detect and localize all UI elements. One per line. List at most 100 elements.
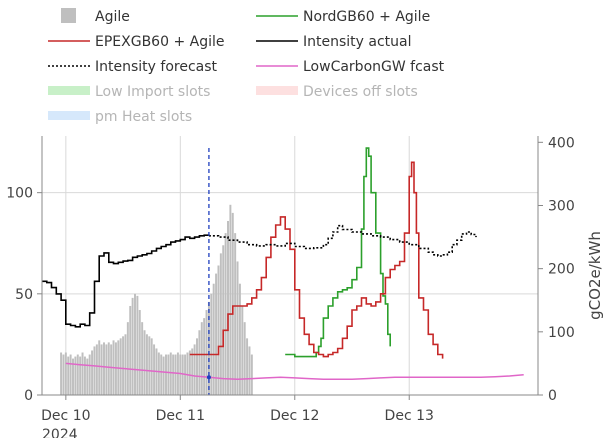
agile-bar xyxy=(81,352,84,395)
now-marker-dot xyxy=(206,375,211,380)
agile-bar xyxy=(76,354,79,395)
agile-bar xyxy=(243,322,246,395)
agile-bar xyxy=(174,354,177,395)
y-right-tick-label: 200 xyxy=(548,262,575,278)
agile-bar xyxy=(217,265,220,395)
series-line-intensity-actual xyxy=(42,234,210,328)
agile-bar xyxy=(215,273,218,395)
agile-bar xyxy=(67,356,70,395)
agile-bar xyxy=(153,344,156,395)
agile-bar xyxy=(143,330,146,395)
agile-bar xyxy=(129,305,132,395)
legend-label: Devices off slots xyxy=(303,84,418,100)
agile-bar xyxy=(136,295,139,395)
agile-bar xyxy=(157,352,160,395)
legend-swatch-bar xyxy=(61,8,76,23)
agile-bar xyxy=(98,340,101,395)
x-tick-label-dec-11: Dec 11 xyxy=(156,408,205,424)
agile-bar xyxy=(105,344,108,395)
agile-bar xyxy=(107,342,110,395)
agile-bar xyxy=(145,334,148,395)
legend-item-lowcarbongw-fcast: LowCarbonGW fcast xyxy=(256,59,445,75)
agile-bar xyxy=(236,261,239,395)
agile-bar xyxy=(229,204,232,395)
agile-bar xyxy=(241,305,244,395)
legend-item-agile: Agile xyxy=(61,8,130,25)
agile-bar xyxy=(186,352,189,395)
agile-bar xyxy=(122,336,125,395)
legend-label: Low Import slots xyxy=(95,84,210,100)
agile-bar xyxy=(165,354,167,395)
agile-bar xyxy=(188,350,191,395)
agile-bar xyxy=(79,356,82,395)
legend-label: Agile xyxy=(95,9,130,25)
agile-bar xyxy=(95,344,98,395)
agile-bar xyxy=(169,352,172,395)
agile-bar xyxy=(62,354,65,395)
legend-item-intensity-actual: Intensity actual xyxy=(256,34,412,50)
agile-bar xyxy=(222,245,225,395)
series-line-intensity-forecast xyxy=(208,224,477,257)
agile-bar xyxy=(219,253,222,395)
plot-area: 0 50 100 0 100 200 300 400 gCO2e/kWh Dec 10 2024 De… xyxy=(6,135,604,438)
agile-bar xyxy=(138,310,141,395)
agile-bar xyxy=(210,293,213,395)
agile-bar xyxy=(179,354,182,395)
agile-bar xyxy=(205,310,208,395)
legend-label: EPEXGB60 + Agile xyxy=(95,34,224,50)
legend-label: LowCarbonGW fcast xyxy=(303,59,445,75)
legend-item-intensity-forecast: Intensity forecast xyxy=(48,59,218,75)
agile-bar xyxy=(88,354,91,395)
agile-bar xyxy=(93,346,96,395)
legend-item-devices-off-slots: Devices off slots xyxy=(256,84,418,100)
agile-bar xyxy=(200,322,203,395)
agile-bar xyxy=(231,212,234,395)
agile-bar xyxy=(141,322,144,395)
legend-swatch-band xyxy=(48,86,90,95)
agile-bar xyxy=(193,344,196,395)
agile-bar xyxy=(207,301,210,395)
agile-bar xyxy=(100,344,103,395)
agile-bar xyxy=(198,330,201,395)
y-right-tick-label: 400 xyxy=(548,135,575,151)
agile-bar xyxy=(167,354,170,395)
legend-label: pm Heat slots xyxy=(95,109,192,125)
series-lines xyxy=(42,147,524,395)
agile-bar xyxy=(227,220,229,395)
x-tick-sublabel-year: 2024 xyxy=(42,427,78,438)
agile-bar xyxy=(72,358,74,395)
y-right-tick-label: 100 xyxy=(548,325,575,341)
agile-bar xyxy=(150,338,153,395)
agile-bar xyxy=(131,297,134,395)
agile-bar xyxy=(250,354,253,395)
legend-label: Intensity actual xyxy=(303,34,412,50)
agile-bar xyxy=(238,283,241,395)
agile-bar xyxy=(234,233,237,395)
axes: 0 50 100 0 100 200 300 400 gCO2e/kWh Dec 10 2024 De… xyxy=(6,135,604,438)
series-line-lowcarbongw-fcast xyxy=(65,362,524,380)
legend-swatch-band xyxy=(256,86,298,95)
legend-item-low-import-slots: Low Import slots xyxy=(48,84,210,100)
agile-bar xyxy=(60,352,63,395)
agile-bar xyxy=(64,352,67,395)
agile-bar xyxy=(203,318,206,395)
y-right-axis-title: gCO2e/kWh xyxy=(586,231,604,320)
agile-bar xyxy=(110,344,113,395)
agile-bar xyxy=(103,342,105,395)
y-left-tick-label: 0 xyxy=(24,388,33,404)
agile-bar xyxy=(74,356,77,395)
agile-bar xyxy=(196,338,198,395)
x-tick-label-dec-10: Dec 10 xyxy=(41,408,90,424)
x-tick-label-dec-12: Dec 12 xyxy=(270,408,319,424)
legend-item-pm-heat-slots: pm Heat slots xyxy=(48,109,192,125)
series-line-epexgb60-agile xyxy=(189,161,444,359)
agile-bar xyxy=(172,354,175,395)
legend-label: Intensity forecast xyxy=(95,59,218,75)
legend: Agile NordGB60 + Agile EPEXGB60 + Agile Int… xyxy=(48,8,445,125)
y-left-tick-label: 50 xyxy=(15,287,33,303)
agile-bar xyxy=(162,356,165,395)
agile-bar xyxy=(160,354,163,395)
legend-item-epexgb60-agile: EPEXGB60 + Agile xyxy=(48,34,224,50)
x-tick-label-dec-13: Dec 13 xyxy=(385,408,434,424)
